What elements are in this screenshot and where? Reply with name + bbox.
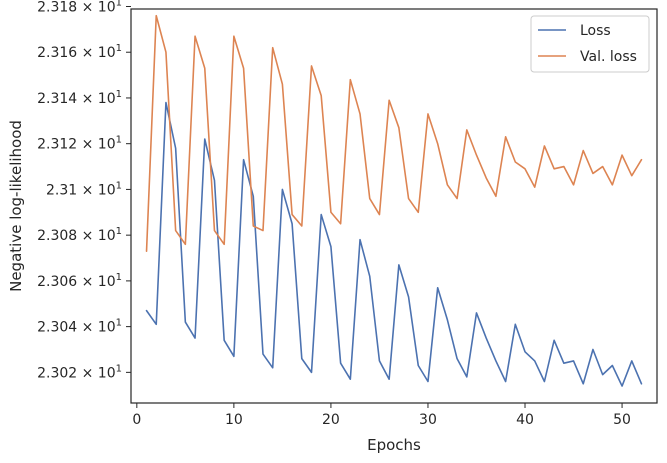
x-tick-label: 10 [225,412,243,428]
y-tick-label: 2.306 × 101 [37,272,122,290]
y-tick-label: 2.318 × 101 [37,0,122,15]
x-tick-label: 0 [132,412,141,428]
x-tick-label: 50 [613,412,631,428]
legend: Loss Val. loss [530,15,650,73]
x-tick-label: 30 [419,412,437,428]
x-tick-label: 20 [322,412,340,428]
y-tick-label: 2.308 × 101 [37,226,122,244]
x-axis-label: Epochs [367,436,421,454]
plot-background [131,9,657,403]
plot-frame [130,8,658,404]
y-tick-label: 2.312 × 101 [37,135,122,153]
y-tick-label: 2.304 × 101 [37,318,122,336]
legend-label-val-loss: Val. loss [580,49,637,65]
series-layer [145,14,643,387]
x-tick-label: 40 [516,412,534,428]
series-line-val-loss [145,14,643,252]
y-tick-label: 2.31 × 101 [46,180,122,198]
y-axis-label: Negative log-likelihood [7,120,25,292]
y-axis: 2.302 × 101 2.304 × 101 2.306 × 101 2.308 ×… [37,0,131,381]
x-axis: 0 10 20 30 40 50 [132,403,631,428]
y-tick-label: 2.314 × 101 [37,89,122,107]
y-tick-label: 2.302 × 101 [37,363,122,381]
y-tick-label: 2.316 × 101 [37,43,122,61]
series-line-loss [145,101,643,387]
legend-label-loss: Loss [580,23,611,39]
